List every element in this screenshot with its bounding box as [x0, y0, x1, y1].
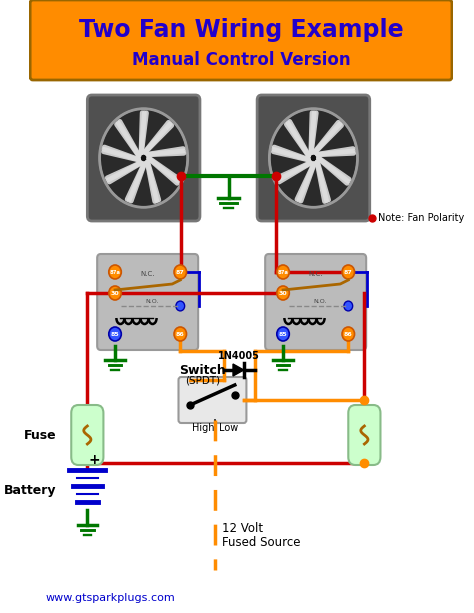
Text: 87: 87 [344, 270, 353, 275]
Text: 85: 85 [110, 332, 119, 337]
Text: www.gtsparkplugs.com: www.gtsparkplugs.com [46, 593, 175, 603]
Text: (SPDT): (SPDT) [185, 375, 220, 385]
Circle shape [277, 286, 289, 300]
Circle shape [176, 301, 185, 311]
Text: Low: Low [219, 423, 238, 433]
Circle shape [100, 109, 188, 207]
Text: 12 Volt: 12 Volt [222, 522, 264, 535]
Text: 86: 86 [344, 332, 353, 337]
FancyBboxPatch shape [265, 254, 366, 350]
Circle shape [174, 327, 187, 341]
Text: N.C.: N.C. [140, 271, 155, 277]
Text: 30: 30 [111, 291, 119, 295]
Text: 86: 86 [176, 332, 185, 337]
FancyBboxPatch shape [97, 254, 198, 350]
Text: Switch: Switch [179, 364, 226, 376]
Circle shape [277, 265, 289, 279]
Circle shape [342, 265, 355, 279]
Text: Fuse: Fuse [23, 428, 56, 441]
Text: N.C.: N.C. [308, 271, 322, 277]
Text: 85: 85 [279, 332, 287, 337]
Text: 30: 30 [279, 291, 287, 295]
Circle shape [277, 327, 289, 341]
Text: Fused Source: Fused Source [222, 536, 301, 549]
Text: N.O.: N.O. [145, 299, 158, 303]
FancyBboxPatch shape [179, 377, 246, 423]
Circle shape [174, 265, 187, 279]
FancyBboxPatch shape [30, 0, 452, 80]
Text: Battery: Battery [4, 484, 56, 497]
Circle shape [307, 150, 320, 166]
FancyBboxPatch shape [257, 95, 370, 221]
FancyBboxPatch shape [87, 95, 200, 221]
Polygon shape [233, 364, 244, 376]
Text: 87a: 87a [278, 270, 289, 275]
Circle shape [109, 327, 121, 341]
Text: Manual Control Version: Manual Control Version [132, 51, 350, 69]
Text: 87: 87 [176, 270, 185, 275]
Text: Note: Fan Polarity: Note: Fan Polarity [378, 213, 464, 223]
Circle shape [109, 265, 121, 279]
FancyBboxPatch shape [71, 405, 103, 465]
Circle shape [342, 327, 355, 341]
Circle shape [269, 109, 357, 207]
Text: High: High [192, 423, 215, 433]
Text: N.O.: N.O. [313, 299, 327, 303]
Text: 1N4005: 1N4005 [219, 351, 260, 361]
Circle shape [109, 286, 121, 300]
Circle shape [344, 301, 353, 311]
Text: +: + [89, 453, 100, 467]
FancyBboxPatch shape [348, 405, 381, 465]
Text: 87a: 87a [109, 270, 120, 275]
Circle shape [137, 150, 150, 166]
Text: Two Fan Wiring Example: Two Fan Wiring Example [79, 18, 403, 42]
